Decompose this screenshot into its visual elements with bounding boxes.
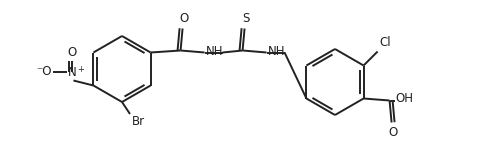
Text: Cl: Cl: [380, 35, 391, 49]
Text: NH: NH: [267, 45, 285, 58]
Text: O: O: [68, 46, 77, 59]
Text: O: O: [388, 127, 397, 140]
Text: O: O: [179, 11, 188, 24]
Text: OH: OH: [396, 92, 414, 105]
Text: ⁻O: ⁻O: [36, 65, 51, 78]
Text: N: N: [68, 67, 77, 79]
Text: Br: Br: [132, 115, 145, 128]
Text: S: S: [242, 11, 249, 24]
Text: +: +: [77, 65, 84, 75]
Text: NH: NH: [205, 45, 223, 58]
